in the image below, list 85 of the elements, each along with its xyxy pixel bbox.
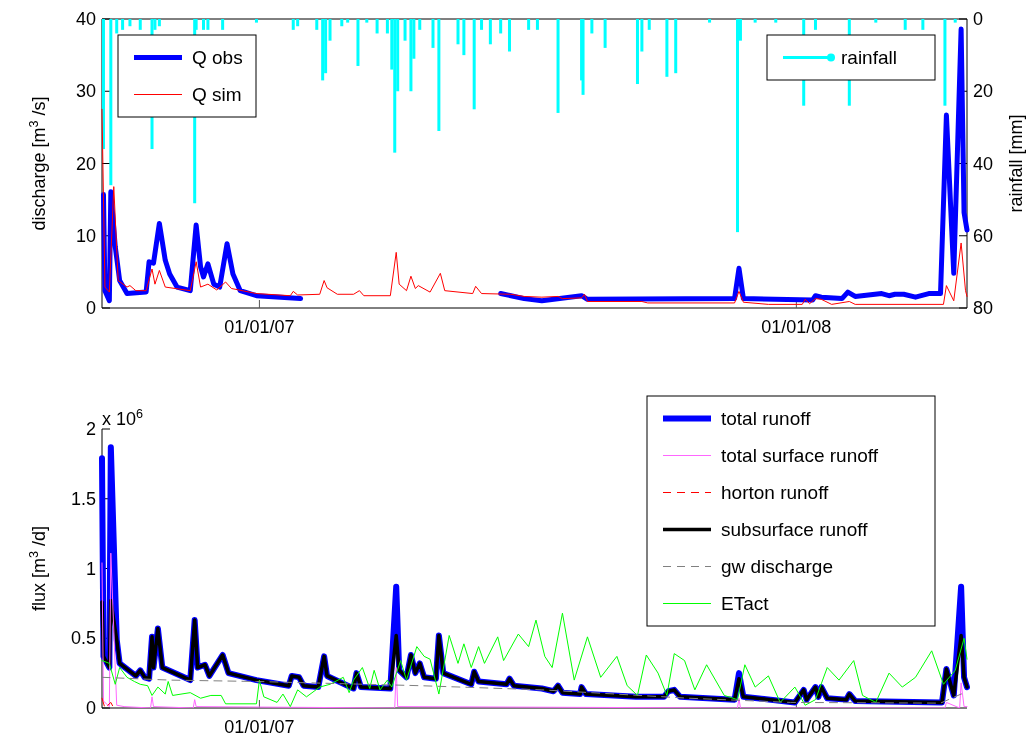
bar xyxy=(221,19,225,30)
legend-label: Q obs xyxy=(192,46,243,68)
bar xyxy=(581,19,585,95)
x-tick-label: 01/01/08 xyxy=(761,717,832,737)
y2-tick-label: 40 xyxy=(973,153,994,174)
bar xyxy=(527,19,531,30)
bar xyxy=(647,19,651,30)
bar xyxy=(507,19,511,52)
y2-tick-label: 60 xyxy=(973,225,994,246)
bar xyxy=(346,19,350,23)
bar xyxy=(403,19,407,41)
legend-label: gw discharge xyxy=(721,555,833,577)
bar xyxy=(753,19,757,23)
bar xyxy=(418,19,422,30)
bar xyxy=(375,19,379,34)
y2-tick-label: 20 xyxy=(973,81,994,102)
bar xyxy=(328,19,332,41)
bar xyxy=(953,19,957,23)
bar xyxy=(206,19,210,30)
y-tick-label: 2 xyxy=(85,419,96,439)
y2-tick-label: 80 xyxy=(973,298,994,318)
bar xyxy=(556,19,560,113)
bar xyxy=(665,19,669,77)
bar xyxy=(635,19,639,85)
x-tick-label: 01/01/08 xyxy=(761,317,832,337)
bar xyxy=(431,19,435,48)
y-tick-label: 30 xyxy=(75,81,96,102)
bar xyxy=(157,19,161,27)
legend-label: horton runoff xyxy=(721,481,830,503)
bar xyxy=(472,19,476,110)
bar xyxy=(456,19,460,45)
bar xyxy=(340,19,344,27)
bar xyxy=(109,19,113,186)
bar xyxy=(393,19,397,153)
y2-axis-title: rainfall [mm] xyxy=(1006,114,1026,213)
legend-label: Q sim xyxy=(192,83,242,105)
bar xyxy=(874,19,878,23)
bar xyxy=(128,19,132,27)
bar xyxy=(321,19,325,81)
bar xyxy=(736,19,740,233)
bar xyxy=(674,19,678,74)
bar xyxy=(603,19,607,48)
y-tick-label: 0 xyxy=(85,298,96,318)
bar xyxy=(296,19,300,27)
bar xyxy=(774,19,778,23)
bar xyxy=(138,19,142,30)
bar xyxy=(356,19,360,66)
line-series xyxy=(101,108,968,305)
x-tick-label: 01/01/07 xyxy=(224,717,295,737)
bar xyxy=(409,19,413,92)
bar xyxy=(115,19,119,34)
bar xyxy=(437,19,441,131)
bar xyxy=(488,19,492,45)
bar xyxy=(590,19,594,34)
x-tick-label: 01/01/07 xyxy=(224,317,295,337)
bar xyxy=(535,19,539,30)
bar xyxy=(101,19,105,150)
bar xyxy=(480,19,484,30)
y-tick-label: 1 xyxy=(85,558,96,579)
y-tick-label: 40 xyxy=(75,9,96,29)
bar xyxy=(943,19,947,106)
bar xyxy=(903,19,907,30)
bar xyxy=(708,19,712,23)
legend-label: subsurface runoff xyxy=(721,518,869,540)
y-tick-label: 1.5 xyxy=(70,488,96,509)
y-tick-label: 0.5 xyxy=(70,628,96,649)
legend-label: total surface runoff xyxy=(721,444,879,466)
bar xyxy=(921,19,925,30)
y2-tick-label: 0 xyxy=(973,9,984,29)
y-tick-label: 20 xyxy=(75,153,96,174)
legend-label: total runoff xyxy=(721,407,812,429)
y-tick-label: 0 xyxy=(85,698,96,718)
bar xyxy=(315,19,319,30)
annotation: x 10$^{6}$ xyxy=(102,407,144,429)
legend-label: ETact xyxy=(721,592,770,614)
bar xyxy=(254,19,258,23)
bar xyxy=(365,19,369,23)
y-tick-label: 10 xyxy=(75,225,96,246)
legend-label: rainfall xyxy=(841,46,897,68)
bar xyxy=(499,19,503,34)
bar xyxy=(121,19,125,30)
bar xyxy=(202,19,206,30)
bar xyxy=(291,19,295,30)
bar xyxy=(462,19,466,56)
bar xyxy=(813,19,817,30)
